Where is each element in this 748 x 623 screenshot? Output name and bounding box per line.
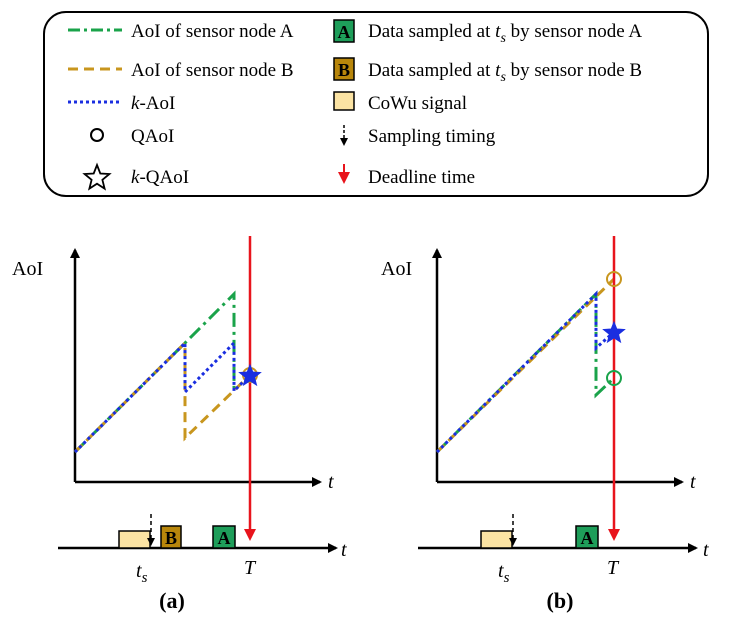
data-b-box-letter: B: [338, 60, 350, 80]
panel-a-T-label: T: [244, 557, 257, 579]
panel-a: AoI t t B A ts T (a): [12, 236, 347, 613]
panel-a-xlabel: t: [328, 471, 334, 493]
panel-b-T-label: T: [607, 557, 620, 579]
panel-b-ylabel: AoI: [381, 258, 412, 280]
panel-b-k-aoi-curve: [435, 290, 615, 454]
panel-a-ts-label: ts: [136, 560, 148, 586]
panel-b-data-a-letter: A: [581, 528, 594, 548]
panel-b-k-qaoi-star-icon: [602, 320, 626, 344]
data-a-box-letter: A: [338, 22, 351, 42]
panel-b-xlabel: t: [690, 471, 696, 493]
cowu-box-icon: [333, 91, 355, 111]
legend-label-sampling: Sampling timing: [368, 126, 496, 147]
panel-a-k-aoi-curve: [73, 339, 252, 454]
legend-label-data-b: Data sampled at ts by sensor node B: [368, 60, 642, 85]
panel-a-data-b-letter: B: [165, 528, 177, 548]
panel-a-ylabel: AoI: [12, 258, 43, 280]
panel-b-aoi-a-curve: [435, 290, 616, 454]
panel-b-caption: (b): [547, 588, 574, 613]
panel-a-aoi-a-curve: [73, 290, 236, 454]
legend: AoI of sensor node A AoI of sensor node …: [43, 11, 709, 197]
panel-a-k-qaoi-star-icon: [238, 363, 262, 387]
panel-a-aoi-b-curve: [73, 339, 252, 454]
panel-b-aoi-b-curve: [435, 277, 616, 454]
panel-b-cowu-box: [480, 530, 513, 549]
panel-b-data-a-box: [575, 525, 599, 549]
data-a-box-icon: [333, 19, 355, 43]
panel-b-ts-label: ts: [498, 560, 510, 586]
legend-label-cowu: CoWu signal: [368, 93, 467, 114]
star-icon: [82, 162, 112, 191]
legend-label-data-a: Data sampled at ts by sensor node A: [368, 21, 642, 46]
panel-b-timeline-label: t: [703, 539, 709, 561]
panel-a-timeline-label: t: [341, 539, 347, 561]
legend-label-qaoi: QAoI: [131, 126, 174, 147]
panel-b: AoI t t A ts T (b): [381, 236, 709, 613]
legend-frame: [43, 11, 709, 197]
panel-a-data-b-box: [160, 525, 182, 549]
panel-b-qaoi-circle-b-icon: [606, 271, 622, 287]
panel-b-qaoi-circle-a-icon: [606, 370, 622, 386]
panel-a-caption: (a): [159, 588, 185, 613]
legend-label-k-aoi: k-AoI: [131, 93, 175, 114]
panel-a-cowu-box: [118, 530, 151, 549]
legend-label-aoi-a: AoI of sensor node A: [131, 21, 294, 42]
legend-label-aoi-b: AoI of sensor node B: [131, 60, 294, 81]
legend-label-deadline: Deadline time: [368, 167, 475, 188]
panel-a-data-a-letter: A: [218, 528, 231, 548]
circle-icon: [90, 128, 104, 142]
panel-a-data-a-box: [212, 525, 236, 549]
legend-label-k-qaoi: k-QAoI: [131, 167, 189, 188]
data-b-box-icon: [333, 57, 355, 81]
